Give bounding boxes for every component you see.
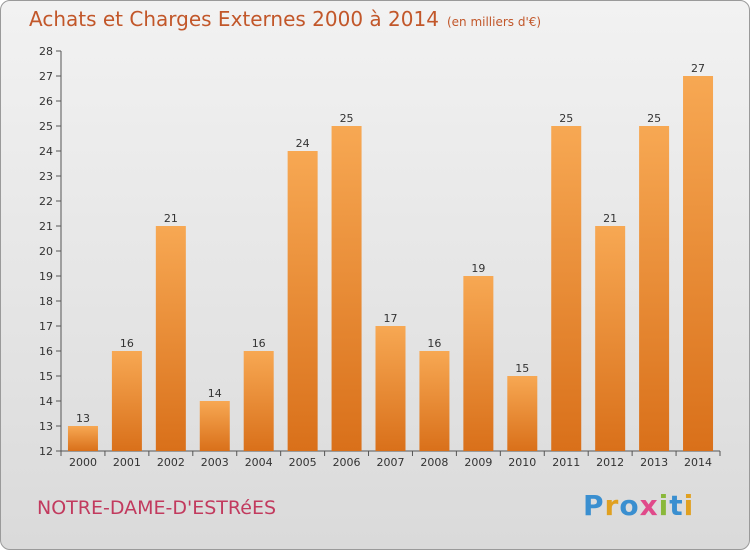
y-tick-label: 17 — [39, 320, 53, 333]
chart-subtitle: (en milliers d'€) — [446, 15, 542, 29]
y-tick-label: 14 — [39, 395, 53, 408]
x-tick-label: 2002 — [157, 456, 185, 469]
chart-title: Achats et Charges Externes 2000 à 2014 (e… — [29, 7, 541, 31]
logo-letter: i — [683, 489, 695, 522]
x-tick-label: 2013 — [640, 456, 668, 469]
place-name: NOTRE-DAME-D'ESTRéES — [37, 497, 277, 519]
bar — [419, 351, 450, 451]
bar — [375, 326, 406, 451]
y-tick-label: 22 — [39, 195, 53, 208]
bar — [199, 401, 230, 451]
data-label: 25 — [559, 112, 573, 125]
y-tick-label: 18 — [39, 295, 53, 308]
x-tick-label: 2007 — [377, 456, 405, 469]
logo-letter: o — [619, 489, 640, 522]
logo-letter: P — [583, 489, 605, 522]
y-tick-label: 20 — [39, 245, 53, 258]
bar — [331, 126, 362, 451]
y-tick-label: 26 — [39, 95, 53, 108]
bar — [683, 76, 714, 451]
y-tick-label: 23 — [39, 170, 53, 183]
data-label: 24 — [296, 137, 310, 150]
data-label: 25 — [340, 112, 354, 125]
data-label: 21 — [164, 212, 178, 225]
chart-title-text: Achats et Charges Externes 2000 à 2014 — [29, 7, 439, 31]
proxiti-logo: Proxiti — [583, 489, 694, 522]
y-tick-label: 13 — [39, 420, 53, 433]
logo-letter: t — [669, 489, 684, 522]
y-tick-label: 12 — [39, 445, 53, 458]
data-label: 15 — [515, 362, 529, 375]
bar — [111, 351, 142, 451]
x-tick-label: 2009 — [464, 456, 492, 469]
y-tick-label: 27 — [39, 70, 53, 83]
bar — [287, 151, 318, 451]
x-tick-label: 2010 — [508, 456, 536, 469]
x-tick-label: 2005 — [289, 456, 317, 469]
bar — [463, 276, 494, 451]
logo-letter: x — [639, 489, 659, 522]
data-label: 16 — [252, 337, 266, 350]
data-label: 19 — [471, 262, 485, 275]
data-label: 21 — [603, 212, 617, 225]
x-tick-label: 2006 — [333, 456, 361, 469]
y-tick-label: 19 — [39, 270, 53, 283]
bar — [243, 351, 274, 451]
plot-area: 12 13 14 15 16 17 18 19 20 21 22 23 24 25 26 27 28 13 2000… — [39, 45, 721, 469]
bar — [595, 226, 626, 451]
x-tick-label: 2001 — [113, 456, 141, 469]
y-tick-label: 16 — [39, 345, 53, 358]
data-label: 16 — [427, 337, 441, 350]
data-label: 25 — [647, 112, 661, 125]
x-tick-label: 2014 — [684, 456, 712, 469]
y-tick-label: 28 — [39, 45, 53, 58]
bar — [639, 126, 670, 451]
bar — [67, 426, 98, 451]
bar — [155, 226, 186, 451]
x-tick-label: 2012 — [596, 456, 624, 469]
bar — [551, 126, 582, 451]
y-tick-label: 21 — [39, 220, 53, 233]
y-tick-label: 25 — [39, 120, 53, 133]
logo-letter: i — [658, 489, 670, 522]
y-tick-label: 15 — [39, 370, 53, 383]
logo-letter: r — [604, 489, 620, 522]
data-label: 16 — [120, 337, 134, 350]
x-tick-label: 2004 — [245, 456, 273, 469]
data-label: 14 — [208, 387, 222, 400]
x-tick-label: 2008 — [420, 456, 448, 469]
x-tick-label: 2000 — [69, 456, 97, 469]
data-label: 27 — [691, 62, 705, 75]
x-tick-label: 2011 — [552, 456, 580, 469]
y-tick-label: 24 — [39, 145, 53, 158]
bar — [507, 376, 538, 451]
data-label: 13 — [76, 412, 90, 425]
data-label: 17 — [384, 312, 398, 325]
x-tick-label: 2003 — [201, 456, 229, 469]
